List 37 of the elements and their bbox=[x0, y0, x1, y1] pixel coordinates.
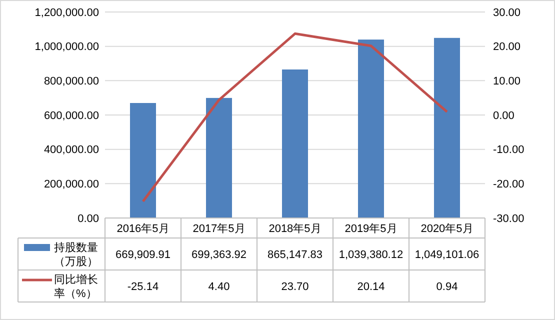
x-tick-label: 2017年5月 bbox=[192, 222, 246, 235]
y2-tick-label: -20.00 bbox=[493, 178, 524, 191]
y2-tick-label: 10.00 bbox=[493, 76, 521, 88]
bar bbox=[206, 98, 232, 218]
legend-label: 持股数量（万股） bbox=[54, 242, 98, 268]
y2-tick-label: -10.00 bbox=[493, 144, 524, 156]
y2-tick-label: 30.00 bbox=[493, 6, 521, 19]
y-tick-label: 800,000.00 bbox=[44, 76, 99, 88]
data-label: 699,363.92 bbox=[191, 248, 247, 261]
x-tick-label: 2018年5月 bbox=[268, 222, 322, 235]
line-series bbox=[142, 32, 448, 203]
data-label: 4.40 bbox=[208, 280, 230, 293]
data-label: 865,147.83 bbox=[267, 248, 323, 261]
data-label: 23.70 bbox=[281, 280, 309, 293]
bar bbox=[434, 38, 460, 218]
x-tick-label: 2016年5月 bbox=[116, 222, 170, 235]
y-tick-label: 400,000.00 bbox=[44, 144, 99, 156]
bar bbox=[358, 40, 384, 218]
bar bbox=[282, 69, 308, 218]
y-tick-label: 1,000,000.00 bbox=[34, 41, 99, 54]
data-label: 669,909.91 bbox=[115, 248, 171, 261]
bar bbox=[130, 103, 156, 218]
x-tick-label: 2020年5月 bbox=[420, 222, 474, 235]
y2-tick-label: -30.00 bbox=[493, 212, 524, 225]
y-tick-label: 200,000.00 bbox=[44, 178, 99, 191]
y-tick-label: 1,200,000.00 bbox=[34, 6, 99, 19]
data-label: 20.14 bbox=[357, 280, 385, 293]
y2-tick-label: 20.00 bbox=[493, 41, 521, 54]
data-label: 1,039,380.12 bbox=[338, 248, 404, 261]
y-tick-label: 0.00 bbox=[78, 212, 99, 225]
legend-label: 同比增长率（%） bbox=[54, 272, 98, 300]
y-tick-label: 600,000.00 bbox=[44, 110, 99, 122]
data-label: -25.14 bbox=[127, 280, 159, 293]
x-tick-label: 2019年5月 bbox=[344, 222, 398, 235]
data-label: 1,049,101.06 bbox=[414, 248, 480, 261]
data-label: 0.94 bbox=[436, 280, 458, 293]
y2-tick-label: 0.00 bbox=[493, 110, 514, 122]
